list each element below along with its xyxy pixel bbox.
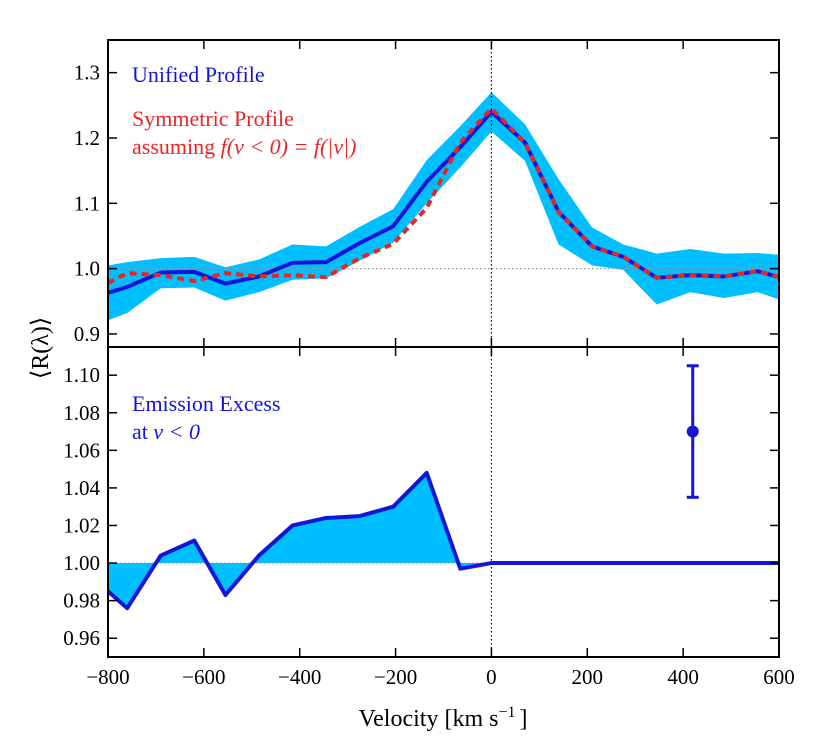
bottom-ytick-label: 0.98 — [63, 589, 100, 613]
legend-symmetric-math: f(v < 0) = f(|v|) — [221, 134, 357, 159]
legend-symmetric-profile-line1: Symmetric Profile — [132, 106, 294, 131]
bottom-plot-background — [108, 347, 779, 657]
unified-profile-confidence-band — [108, 92, 779, 321]
bottom-xtick-label: 0 — [486, 665, 497, 689]
emission-excess-fill — [108, 472, 779, 609]
x-axis-label-end: ] — [520, 706, 528, 732]
bottom-panel: 0.96 0.98 1.00 1.02 1.04 1.06 1.08 1.10 −800 −60… — [63, 346, 795, 689]
x-axis-label: Velocity [km s−1] — [358, 704, 527, 732]
top-y-ticks: 0.9 1.0 1.1 1.2 1.3 — [74, 61, 779, 346]
x-axis-label-main: Velocity [km s — [358, 706, 498, 732]
bottom-xtick-label: 600 — [763, 665, 795, 689]
bottom-ytick-label: 1.08 — [63, 401, 100, 425]
bottom-y-ticks: 0.96 0.98 1.00 1.02 1.04 1.06 1.08 1.10 — [63, 363, 779, 650]
y-axis-label: ⟨R(λ)⟩ — [28, 317, 54, 379]
bottom-ytick-label: 1.06 — [63, 438, 100, 462]
legend-emission-excess-line2: at v < 0 — [132, 419, 200, 444]
error-bar-point — [686, 364, 699, 499]
emission-excess-line — [106, 470, 779, 611]
top-ytick-label: 0.9 — [74, 322, 100, 346]
bottom-ytick-label: 1.10 — [63, 363, 100, 387]
top-panel: 0.9 1.0 1.1 1.2 1.3 Unified Profile Symmetri… — [74, 39, 780, 348]
top-ytick-label: 1.3 — [74, 61, 100, 85]
bottom-ytick-label: 0.96 — [63, 626, 100, 650]
unified-profile-line — [107, 109, 780, 295]
bottom-xtick-label: −600 — [182, 665, 225, 689]
top-ytick-label: 1.1 — [74, 191, 100, 215]
bottom-plot-frame — [107, 346, 780, 658]
legend-emission-prefix: at — [132, 419, 153, 444]
bottom-ytick-label: 1.04 — [63, 476, 100, 500]
legend-symmetric-prefix: assuming — [132, 134, 221, 159]
bottom-xtick-label: 200 — [572, 665, 604, 689]
legend-emission-math: v < 0 — [153, 419, 200, 444]
bottom-xtick-label: −800 — [86, 665, 129, 689]
legend-emission-excess-line1: Emission Excess — [132, 391, 281, 416]
bottom-xtick-label: −200 — [374, 665, 417, 689]
bottom-ytick-label: 1.02 — [63, 513, 100, 537]
bottom-xtick-label: −400 — [278, 665, 321, 689]
legend-unified-profile: Unified Profile — [132, 62, 265, 87]
bottom-x-ticks: −800 −600 −400 −200 0 200 400 600 — [86, 347, 795, 689]
error-bar-marker — [686, 425, 699, 438]
x-axis-label-sup: −1 — [498, 704, 515, 721]
bottom-ytick-label: 1.00 — [63, 551, 100, 575]
bottom-xtick-label: 400 — [667, 665, 699, 689]
top-ytick-label: 1.0 — [74, 257, 100, 281]
top-ytick-label: 1.2 — [74, 126, 100, 150]
legend-symmetric-profile-line2: assuming f(v < 0) = f(|v|) — [132, 134, 356, 159]
